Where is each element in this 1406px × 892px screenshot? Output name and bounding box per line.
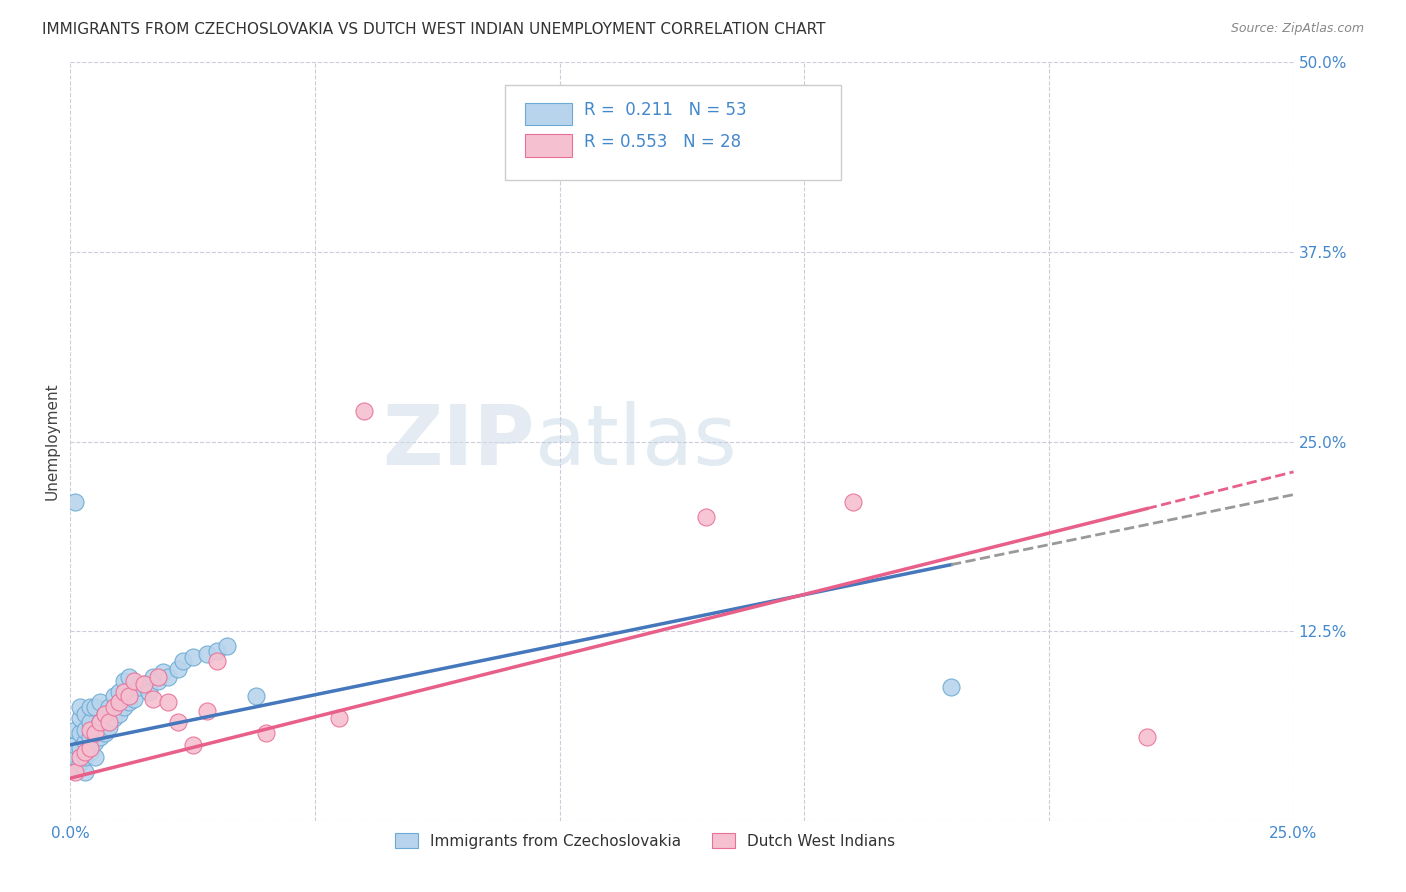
Point (148, 669, 170, 683)
Point (172, 655, 194, 669)
Point (112, 674, 135, 689)
Point (89, 715, 111, 730)
Point (118, 695, 141, 709)
Point (83, 735, 105, 749)
Point (181, 738, 204, 752)
Point (152, 665, 174, 679)
Point (63, 750, 86, 764)
Point (89, 730, 111, 744)
Point (93, 707, 115, 722)
Point (93, 707, 115, 722)
Point (142, 669, 165, 683)
Point (103, 710, 125, 724)
Point (128, 680, 150, 694)
Point (73, 707, 96, 722)
Point (69, 725, 91, 739)
FancyBboxPatch shape (505, 85, 841, 180)
Point (195, 705, 218, 719)
Point (98, 699, 121, 714)
Point (83, 699, 105, 714)
Text: IMMIGRANTS FROM CZECHOSLOVAKIA VS DUTCH WEST INDIAN UNEMPLOYMENT CORRELATION CHA: IMMIGRANTS FROM CZECHOSLOVAKIA VS DUTCH … (42, 22, 825, 37)
Point (79, 723, 101, 737)
Point (108, 707, 131, 722)
Point (112, 699, 135, 714)
Point (79, 746, 101, 760)
Point (69, 740, 91, 755)
Point (83, 725, 105, 739)
Point (63, 760, 86, 774)
Point (118, 690, 141, 704)
Point (89, 695, 111, 709)
Point (79, 740, 101, 755)
Point (79, 730, 101, 744)
Point (73, 735, 96, 749)
Point (353, 404, 375, 418)
Point (63, 765, 86, 780)
Point (93, 725, 115, 739)
Point (167, 662, 190, 676)
Point (939, 680, 962, 694)
Point (73, 746, 96, 760)
Point (205, 655, 228, 669)
Point (79, 715, 101, 730)
Legend: Immigrants from Czechoslovakia, Dutch West Indians: Immigrants from Czechoslovakia, Dutch We… (389, 827, 901, 855)
Point (148, 674, 170, 689)
Point (89, 715, 111, 730)
Text: R = 0.553   N = 28: R = 0.553 N = 28 (583, 133, 741, 151)
Point (195, 647, 218, 661)
Point (73, 723, 96, 737)
Point (63, 738, 86, 752)
Point (167, 715, 190, 730)
Point (205, 644, 228, 658)
Point (695, 510, 717, 524)
Point (63, 723, 86, 737)
Point (98, 720, 121, 734)
Point (157, 695, 180, 709)
Point (118, 669, 141, 683)
Point (215, 639, 238, 653)
Bar (526, 135, 572, 157)
Text: R =  0.211   N = 53: R = 0.211 N = 53 (583, 101, 747, 120)
Point (73, 750, 96, 764)
Point (69, 699, 91, 714)
Point (132, 677, 155, 691)
Point (254, 725, 277, 739)
Point (142, 692, 165, 706)
Text: atlas: atlas (536, 401, 737, 482)
Point (69, 756, 91, 770)
Point (138, 685, 160, 699)
Point (328, 710, 350, 724)
Text: Source: ZipAtlas.com: Source: ZipAtlas.com (1230, 22, 1364, 36)
Point (98, 715, 121, 730)
Point (83, 750, 105, 764)
Point (73, 765, 96, 780)
Y-axis label: Unemployment: Unemployment (44, 383, 59, 500)
Point (63, 495, 86, 509)
Point (108, 695, 131, 709)
Point (132, 677, 155, 691)
Point (181, 649, 204, 664)
Point (157, 669, 180, 683)
Point (108, 685, 131, 699)
Point (112, 685, 135, 699)
Point (122, 674, 145, 689)
Text: ZIP: ZIP (382, 401, 536, 482)
Point (1136, 730, 1159, 744)
Point (69, 750, 91, 764)
Bar (526, 103, 572, 126)
Point (79, 699, 101, 714)
Point (245, 690, 267, 704)
Point (69, 710, 91, 724)
Point (842, 495, 865, 509)
Point (103, 690, 125, 704)
Point (103, 699, 125, 714)
Point (122, 692, 145, 706)
